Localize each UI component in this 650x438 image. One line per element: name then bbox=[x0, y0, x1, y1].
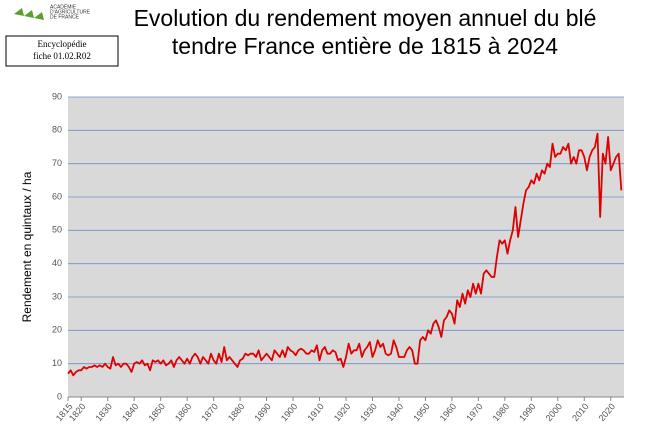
x-tick-label: 1960 bbox=[438, 401, 459, 423]
x-tick-label: 1920 bbox=[332, 401, 353, 423]
x-tick-label: 1880 bbox=[226, 401, 247, 423]
x-tick-label: 1860 bbox=[173, 401, 194, 423]
y-tick-label: 70 bbox=[52, 158, 62, 168]
x-tick-label: 1850 bbox=[146, 401, 167, 423]
chart-title: tendre France entière de 1815 à 2024 bbox=[172, 33, 558, 59]
x-tick-label: 2010 bbox=[570, 401, 591, 423]
y-tick-label: 20 bbox=[52, 325, 62, 335]
plot-area bbox=[68, 97, 624, 397]
x-tick-label: 1830 bbox=[94, 401, 115, 423]
logo-text: ACADÉMIE bbox=[50, 3, 77, 10]
y-tick-label: 80 bbox=[52, 125, 62, 135]
logo: ACADÉMIE D'AGRICULTURE DE FRANCE bbox=[14, 3, 91, 20]
badge bbox=[5, 35, 119, 67]
logo-text: D'AGRICULTURE bbox=[50, 9, 91, 15]
y-tick-label: 30 bbox=[52, 291, 62, 301]
y-tick-label: 60 bbox=[52, 191, 62, 201]
x-tick-label: 2000 bbox=[544, 401, 565, 423]
badge-text: fiche 01.02.R02 bbox=[33, 51, 91, 61]
x-tick-label: 1990 bbox=[517, 401, 538, 423]
y-tick-label: 90 bbox=[52, 91, 62, 101]
x-tick-label: 1910 bbox=[305, 401, 326, 423]
x-tick-label: 1890 bbox=[252, 401, 273, 423]
y-axis-label: Rendement en quintaux / ha bbox=[20, 171, 34, 322]
x-tick-label: 1940 bbox=[385, 401, 406, 423]
data-line bbox=[67, 132, 623, 377]
x-tick-label: 1900 bbox=[279, 401, 300, 423]
logo-text: DE FRANCE bbox=[50, 14, 80, 20]
x-tick-label: 1970 bbox=[464, 401, 485, 423]
y-tick-label: 40 bbox=[52, 258, 62, 268]
y-tick-label: 10 bbox=[52, 358, 62, 368]
chart-title: Evolution du rendement moyen annuel du b… bbox=[134, 5, 597, 31]
x-tick-label: 2020 bbox=[597, 401, 618, 423]
logo-icon bbox=[14, 8, 44, 20]
x-tick-label: 1950 bbox=[411, 401, 432, 423]
x-tick-label: 1840 bbox=[120, 401, 141, 423]
y-tick-label: 50 bbox=[52, 225, 62, 235]
x-tick-label: 1870 bbox=[199, 401, 220, 423]
y-tick-label: 0 bbox=[57, 391, 62, 401]
badge-text: Encyclopédie bbox=[38, 39, 87, 49]
x-tick-label: 1930 bbox=[358, 401, 379, 423]
x-tick-label: 1980 bbox=[491, 401, 512, 423]
